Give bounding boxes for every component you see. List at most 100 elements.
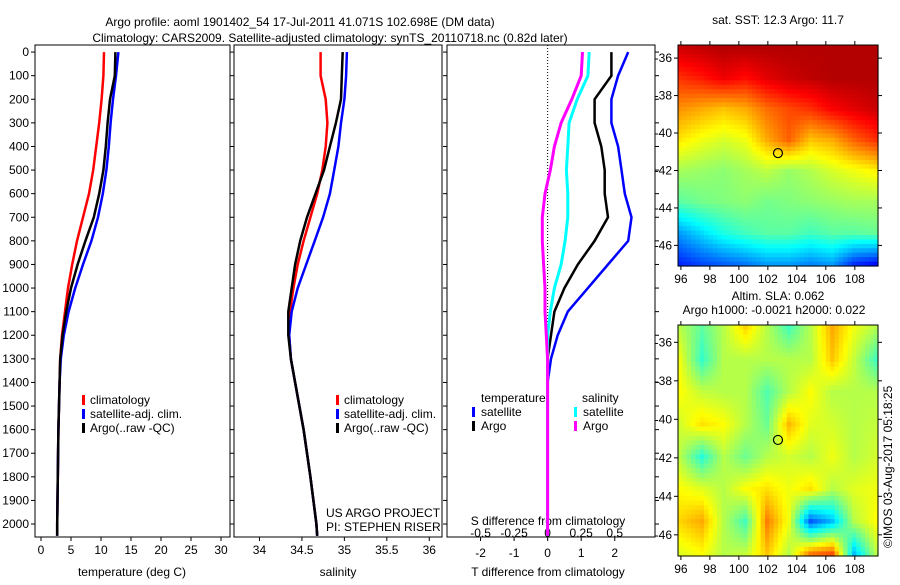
map-cell <box>730 458 736 465</box>
map-cell <box>838 482 844 488</box>
map-cell <box>821 186 827 192</box>
map-cell <box>808 491 814 497</box>
map-cell <box>864 449 870 455</box>
map-cell <box>678 248 683 254</box>
temperature-line-climatology <box>55 52 106 536</box>
map-cell <box>682 343 688 349</box>
map-cell <box>843 124 849 130</box>
map-cell <box>764 477 770 483</box>
map-cell <box>751 468 757 474</box>
map-cell <box>691 454 696 460</box>
map-cell <box>834 208 840 214</box>
map-cell <box>730 422 736 428</box>
map-cell <box>795 89 801 95</box>
map-cell <box>838 472 844 479</box>
map-cell <box>738 115 744 121</box>
map-cell <box>704 195 710 201</box>
map-cell <box>691 366 696 372</box>
map-cell <box>751 528 757 534</box>
map-cell <box>730 155 736 161</box>
map-cell <box>778 84 783 90</box>
map-cell <box>725 84 731 90</box>
map-cell <box>695 204 701 210</box>
x-axis-label: salinity <box>320 565 357 579</box>
map-cell <box>838 449 844 455</box>
map-cell <box>708 111 714 117</box>
map-cell <box>843 509 849 516</box>
depth-tick-label: 1600 <box>2 423 29 437</box>
map-cell <box>682 505 688 511</box>
map-cell <box>851 509 857 516</box>
map-cell <box>778 221 783 227</box>
map-cell <box>864 98 870 104</box>
map-cell <box>747 71 753 77</box>
map-cell <box>691 375 696 382</box>
map-cell <box>847 186 853 192</box>
map-cell <box>799 472 805 479</box>
map-cell <box>769 106 775 112</box>
map-cell <box>760 505 766 511</box>
map-cell <box>795 53 801 59</box>
map-cell <box>791 53 796 59</box>
map-cell <box>851 128 857 134</box>
map-cell <box>717 120 723 126</box>
x-tick-label: 25 <box>184 543 198 557</box>
map-cell <box>734 422 740 428</box>
map-cell <box>860 472 866 479</box>
map-cell <box>725 195 731 201</box>
map-cell <box>795 523 801 529</box>
map-cell <box>856 212 862 218</box>
map-cell <box>695 366 701 372</box>
map-cell <box>708 230 714 236</box>
map-cell <box>864 164 870 170</box>
map-cell <box>725 477 731 483</box>
map-cell <box>760 412 766 418</box>
map-cell <box>856 226 862 232</box>
map-cell <box>695 208 701 214</box>
map-cell <box>834 146 840 152</box>
map-cell <box>704 93 710 99</box>
map-cell <box>830 505 836 511</box>
map-cell <box>812 403 818 409</box>
map-cell <box>699 208 705 214</box>
map-cell <box>695 398 701 405</box>
map-cell <box>734 248 740 254</box>
map-cell <box>678 93 683 99</box>
map-cell <box>708 75 714 81</box>
map-cell <box>830 408 836 414</box>
map-cell <box>751 426 757 432</box>
map-cell <box>730 542 736 548</box>
map-cell <box>773 329 779 335</box>
map-cell <box>747 528 753 534</box>
map-cell <box>686 491 692 497</box>
map-cell <box>834 523 840 529</box>
map-cell <box>817 164 823 170</box>
map-cell <box>743 440 749 446</box>
map-cell <box>682 380 688 386</box>
map-cell <box>873 398 879 405</box>
map-cell <box>856 124 862 130</box>
map-cell <box>838 93 844 99</box>
map-cell <box>817 124 823 130</box>
map-cell <box>682 124 688 130</box>
map-cell <box>691 186 696 192</box>
map-cell <box>764 89 770 95</box>
map-cell <box>743 221 749 227</box>
map-cell <box>760 106 766 112</box>
x-tick-label: 20 <box>154 543 168 557</box>
map-cell <box>838 385 844 391</box>
map-cell <box>847 195 853 201</box>
map-cell <box>691 199 696 205</box>
map-cell <box>860 403 866 409</box>
map-cell <box>764 195 770 201</box>
map-cell <box>799 435 805 442</box>
map-cell <box>717 182 723 188</box>
map-cell <box>764 431 770 437</box>
map-cell <box>699 542 705 548</box>
map-cell <box>717 472 723 479</box>
map-cell <box>795 257 801 263</box>
map-cell <box>717 519 723 525</box>
map-cell <box>751 458 757 465</box>
map-cell <box>764 371 770 377</box>
map-cell <box>764 120 770 126</box>
